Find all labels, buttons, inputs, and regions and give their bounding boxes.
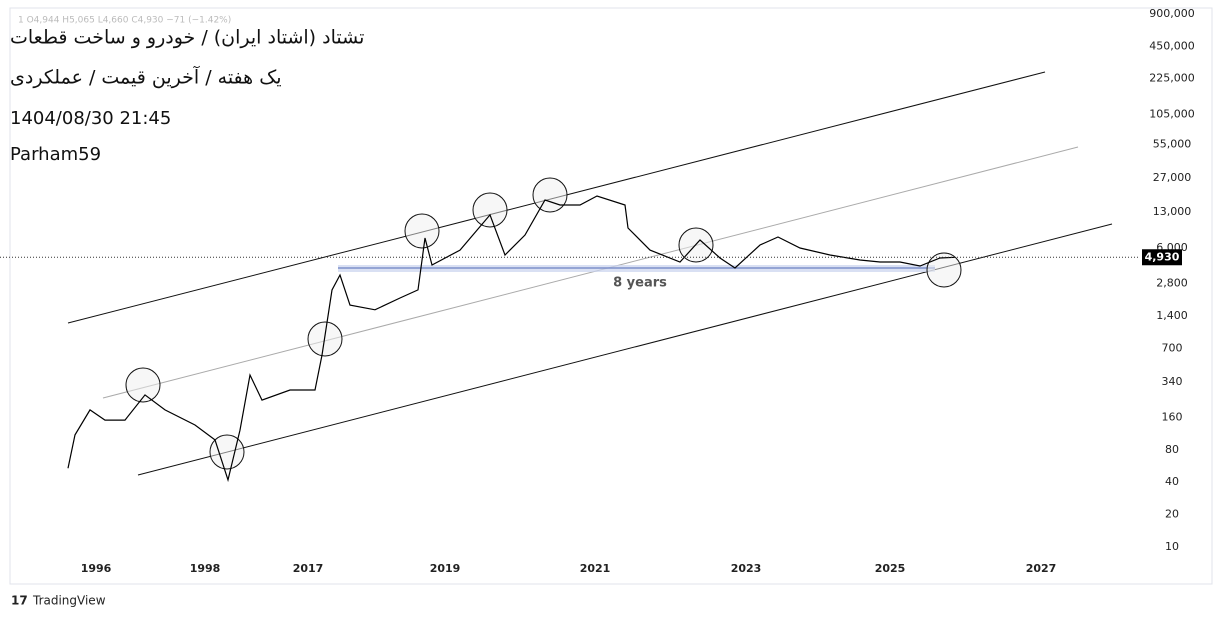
y-tick-label: 450,000 bbox=[1149, 39, 1195, 52]
brand: TradingView bbox=[32, 594, 106, 608]
x-tick-label: 2023 bbox=[731, 562, 762, 575]
circle bbox=[472, 192, 508, 228]
x-tick-label: 2021 bbox=[580, 562, 611, 575]
circle bbox=[926, 252, 962, 288]
circle bbox=[209, 434, 245, 470]
y-tick-label: 27,000 bbox=[1153, 171, 1192, 184]
y-tick-label: 20 bbox=[1165, 508, 1179, 521]
y-tick-label: 10 bbox=[1165, 540, 1179, 553]
y-tick-label: 225,000 bbox=[1149, 72, 1195, 85]
circle bbox=[532, 177, 568, 213]
ohlc: 1 O4,944 H5,065 L4,660 C4,930 −71 (−1.42… bbox=[18, 16, 231, 26]
brand-logo: 𝟭𝟳 bbox=[11, 594, 28, 608]
annotation: 8 years bbox=[613, 276, 667, 291]
channel-lower bbox=[137, 223, 1113, 476]
y-tick-label: 900,000 bbox=[1149, 7, 1195, 20]
x-tick-label: 1998 bbox=[190, 562, 221, 575]
author: Parham59 bbox=[10, 144, 101, 165]
last-price-label: 4,930 bbox=[1145, 250, 1180, 263]
x-tick-label: 2027 bbox=[1026, 562, 1057, 575]
circle bbox=[125, 367, 161, 403]
x-tick-label: 2019 bbox=[430, 562, 461, 575]
subtitle: یک هفته / آخرین قیمت / عملکردی bbox=[10, 65, 282, 89]
y-tick-label: 1,400 bbox=[1156, 309, 1188, 322]
title: تشتاد (اشتاد ایران) / خودرو و ساخت قطعات bbox=[10, 27, 364, 49]
date: 1404/08/30 21:45 bbox=[10, 108, 171, 129]
y-tick-label: 340 bbox=[1162, 375, 1183, 388]
y-tick-label: 700 bbox=[1162, 341, 1183, 354]
y-tick-label: 80 bbox=[1165, 443, 1179, 456]
x-tick-label: 2017 bbox=[293, 562, 324, 575]
y-tick-label: 160 bbox=[1162, 410, 1183, 423]
x-tick-label: 1996 bbox=[81, 562, 112, 575]
y-tick-label: 13,000 bbox=[1153, 205, 1192, 218]
circles bbox=[125, 177, 962, 470]
y-tick-label: 55,000 bbox=[1153, 138, 1192, 151]
y-tick-label: 105,000 bbox=[1149, 107, 1195, 120]
circle bbox=[404, 213, 440, 249]
channel-middle bbox=[102, 146, 1079, 399]
price-line bbox=[67, 195, 956, 483]
last-price-box bbox=[1142, 249, 1182, 266]
y-tick-label: 2,800 bbox=[1156, 277, 1188, 290]
x-tick-label: 2025 bbox=[875, 562, 906, 575]
y-tick-label: 40 bbox=[1165, 475, 1179, 488]
frame bbox=[9, 7, 1213, 585]
